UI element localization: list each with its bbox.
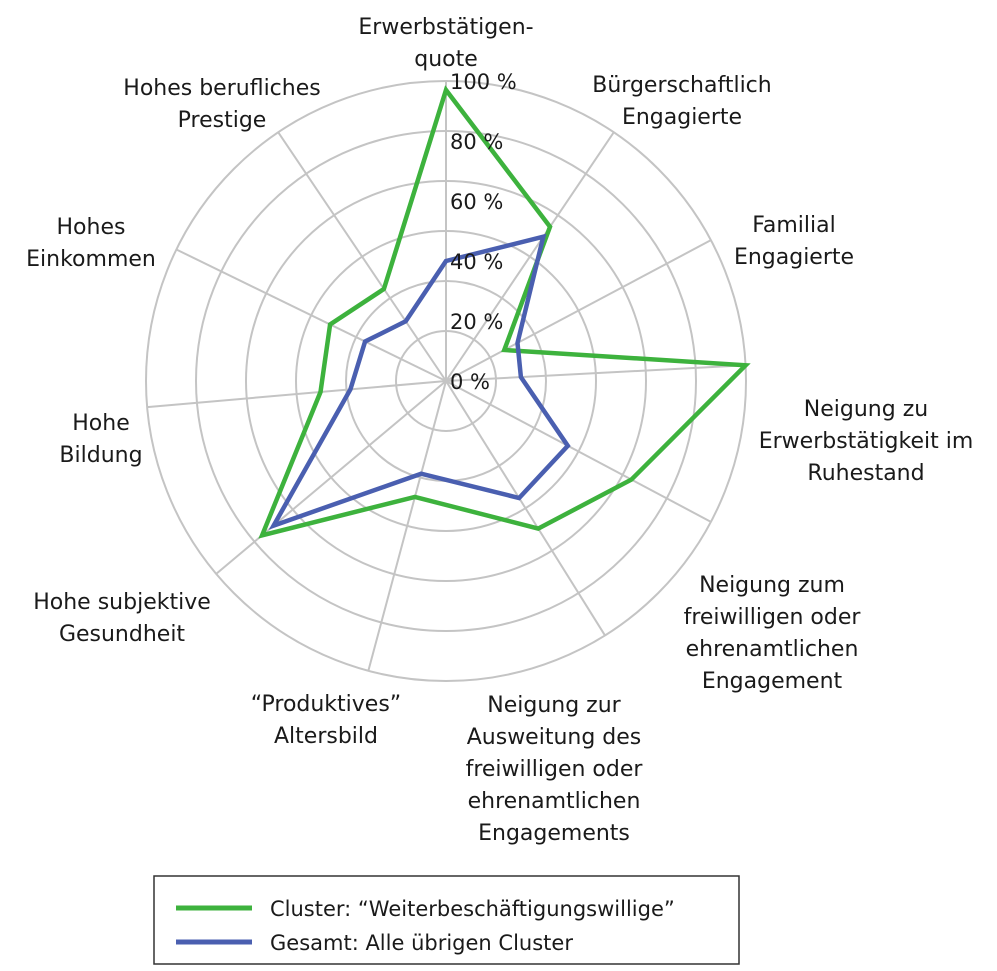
- tick-label: 0 %: [450, 370, 490, 394]
- axis-label: Neigung zu Erwerbstätigkeit im Ruhestand: [759, 397, 974, 486]
- axis-spoke: [277, 131, 447, 382]
- axis-label: “Produktives” Altersbild: [251, 692, 401, 749]
- data-point: [318, 390, 322, 394]
- data-point: [517, 496, 521, 500]
- data-point: [348, 387, 352, 391]
- axis-label: Erwerbstätigen-quote: [358, 15, 533, 72]
- axis-labels: Erwerbstätigen-quote Bürgerschaftlich Enga…: [26, 15, 973, 846]
- data-point: [566, 444, 570, 448]
- axis-spoke: [445, 364, 746, 382]
- data-point: [536, 527, 540, 531]
- axis-label: Neigung zum freiwilligen oder ehrenamtlich…: [684, 573, 862, 694]
- tick-label: 80 %: [450, 130, 503, 154]
- data-point: [519, 375, 523, 379]
- legend-entry: Gesamt: Alle übrigen Cluster: [270, 931, 573, 955]
- data-point: [548, 225, 552, 229]
- legend: Cluster: “Weiterbeschäftigungswillige” Ge…: [153, 875, 740, 965]
- tick-label: 60 %: [450, 190, 503, 214]
- axis-label: Hohe Bildung: [59, 411, 142, 468]
- data-point: [444, 259, 448, 263]
- data-point: [404, 319, 408, 323]
- grid: [145, 80, 747, 682]
- axis-label: Hohe subjektive Gesundheit: [33, 590, 211, 647]
- data-point: [516, 341, 520, 345]
- axis-spoke: [445, 380, 606, 636]
- legend-entry: Cluster: “Weiterbeschäftigungswillige”: [270, 897, 675, 921]
- tick-label: 100 %: [450, 70, 517, 94]
- data-point: [541, 235, 545, 239]
- axis-spoke: [367, 380, 447, 672]
- axis-spoke: [215, 380, 447, 575]
- axis-label: Hohes berufliches Prestige: [123, 76, 320, 133]
- series-layer: [258, 85, 751, 539]
- data-point: [419, 472, 423, 476]
- data-point: [382, 287, 386, 291]
- series-line-1: [258, 85, 751, 539]
- tick-label: 40 %: [450, 250, 503, 274]
- axis-spoke: [445, 380, 712, 523]
- axis-spoke: [445, 131, 615, 382]
- data-point: [363, 340, 367, 344]
- data-point: [444, 88, 448, 92]
- data-point: [328, 322, 332, 326]
- axis-spoke: [175, 248, 447, 382]
- tick-labels: 0 % 20 % 40 % 60 % 80 % 100 %: [450, 70, 517, 394]
- legend-box: [153, 875, 740, 965]
- axis-spoke: [147, 380, 447, 409]
- axis-label: Bürgerschaftlich Engagierte: [592, 73, 771, 130]
- data-point: [260, 533, 264, 537]
- axis-label: Neigung zur Ausweitung des freiwilligen od…: [466, 693, 644, 846]
- data-point: [744, 363, 748, 367]
- series-line-2: [268, 233, 571, 530]
- data-point: [629, 478, 633, 482]
- data-point: [502, 348, 506, 352]
- axis-label: Hohes Einkommen: [26, 215, 156, 272]
- axis-spoke: [445, 239, 712, 382]
- data-point: [413, 495, 417, 499]
- axis-label: Familial Engagierte: [734, 213, 854, 270]
- data-point: [272, 524, 276, 528]
- tick-label: 20 %: [450, 310, 503, 334]
